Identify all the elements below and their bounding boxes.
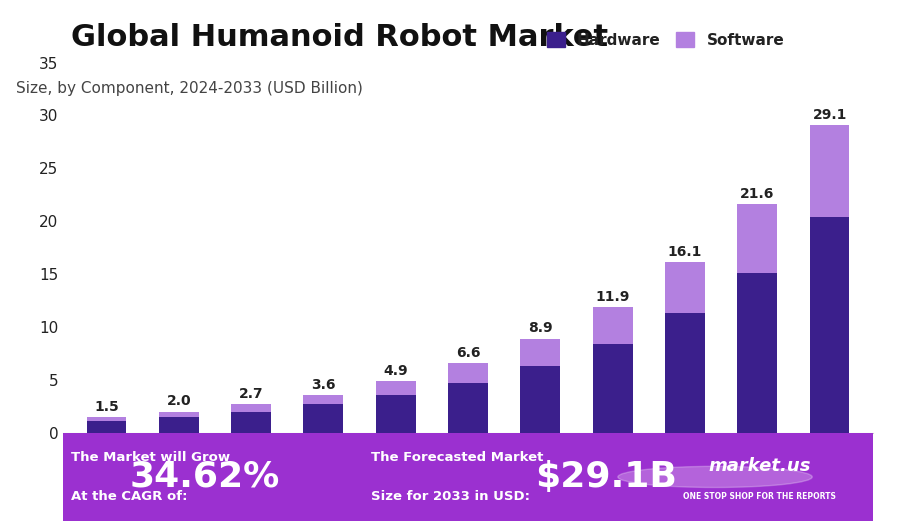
Text: 2.0: 2.0 xyxy=(166,394,191,408)
Bar xyxy=(593,344,633,433)
Text: Global Humanoid Robot Market: Global Humanoid Robot Market xyxy=(71,23,608,52)
Bar xyxy=(376,395,416,433)
Bar xyxy=(665,263,705,313)
Text: 8.9: 8.9 xyxy=(528,321,553,336)
Text: Size for 2033 in USD:: Size for 2033 in USD: xyxy=(371,490,530,503)
Legend: Hardware, Software: Hardware, Software xyxy=(540,26,790,54)
Bar xyxy=(448,363,488,383)
Bar xyxy=(665,313,705,433)
FancyBboxPatch shape xyxy=(63,433,873,521)
Text: 21.6: 21.6 xyxy=(740,187,775,201)
Bar xyxy=(448,383,488,433)
Bar xyxy=(520,339,560,366)
Text: 4.9: 4.9 xyxy=(383,364,408,378)
Text: 6.6: 6.6 xyxy=(455,346,481,360)
Bar xyxy=(86,417,126,421)
Bar xyxy=(593,307,633,344)
Bar xyxy=(231,404,271,412)
Bar xyxy=(86,421,126,433)
Text: $29.1B: $29.1B xyxy=(535,460,677,494)
Text: At the CAGR of:: At the CAGR of: xyxy=(71,490,187,503)
Text: The Forecasted Market: The Forecasted Market xyxy=(371,451,544,464)
Bar xyxy=(376,381,416,395)
Bar xyxy=(737,204,778,273)
Bar xyxy=(520,366,560,433)
Text: 11.9: 11.9 xyxy=(596,290,630,304)
Text: 2.7: 2.7 xyxy=(238,387,264,401)
Text: 3.6: 3.6 xyxy=(311,378,336,392)
Text: 1.5: 1.5 xyxy=(94,400,119,414)
Text: 29.1: 29.1 xyxy=(813,108,847,122)
Bar xyxy=(303,404,343,433)
Bar xyxy=(303,395,343,404)
Text: 34.62%: 34.62% xyxy=(130,460,280,494)
Bar xyxy=(231,412,271,433)
Text: The Market will Grow: The Market will Grow xyxy=(71,451,230,464)
Circle shape xyxy=(617,466,813,488)
Text: market.us: market.us xyxy=(708,457,811,475)
Bar xyxy=(158,412,199,417)
Bar xyxy=(810,217,850,433)
Text: Size, by Component, 2024-2033 (USD Billion): Size, by Component, 2024-2033 (USD Billi… xyxy=(16,81,363,96)
Bar xyxy=(737,273,778,433)
Text: 16.1: 16.1 xyxy=(668,245,702,259)
Text: ONE STOP SHOP FOR THE REPORTS: ONE STOP SHOP FOR THE REPORTS xyxy=(683,492,836,501)
Bar xyxy=(158,417,199,433)
Bar xyxy=(810,125,850,217)
